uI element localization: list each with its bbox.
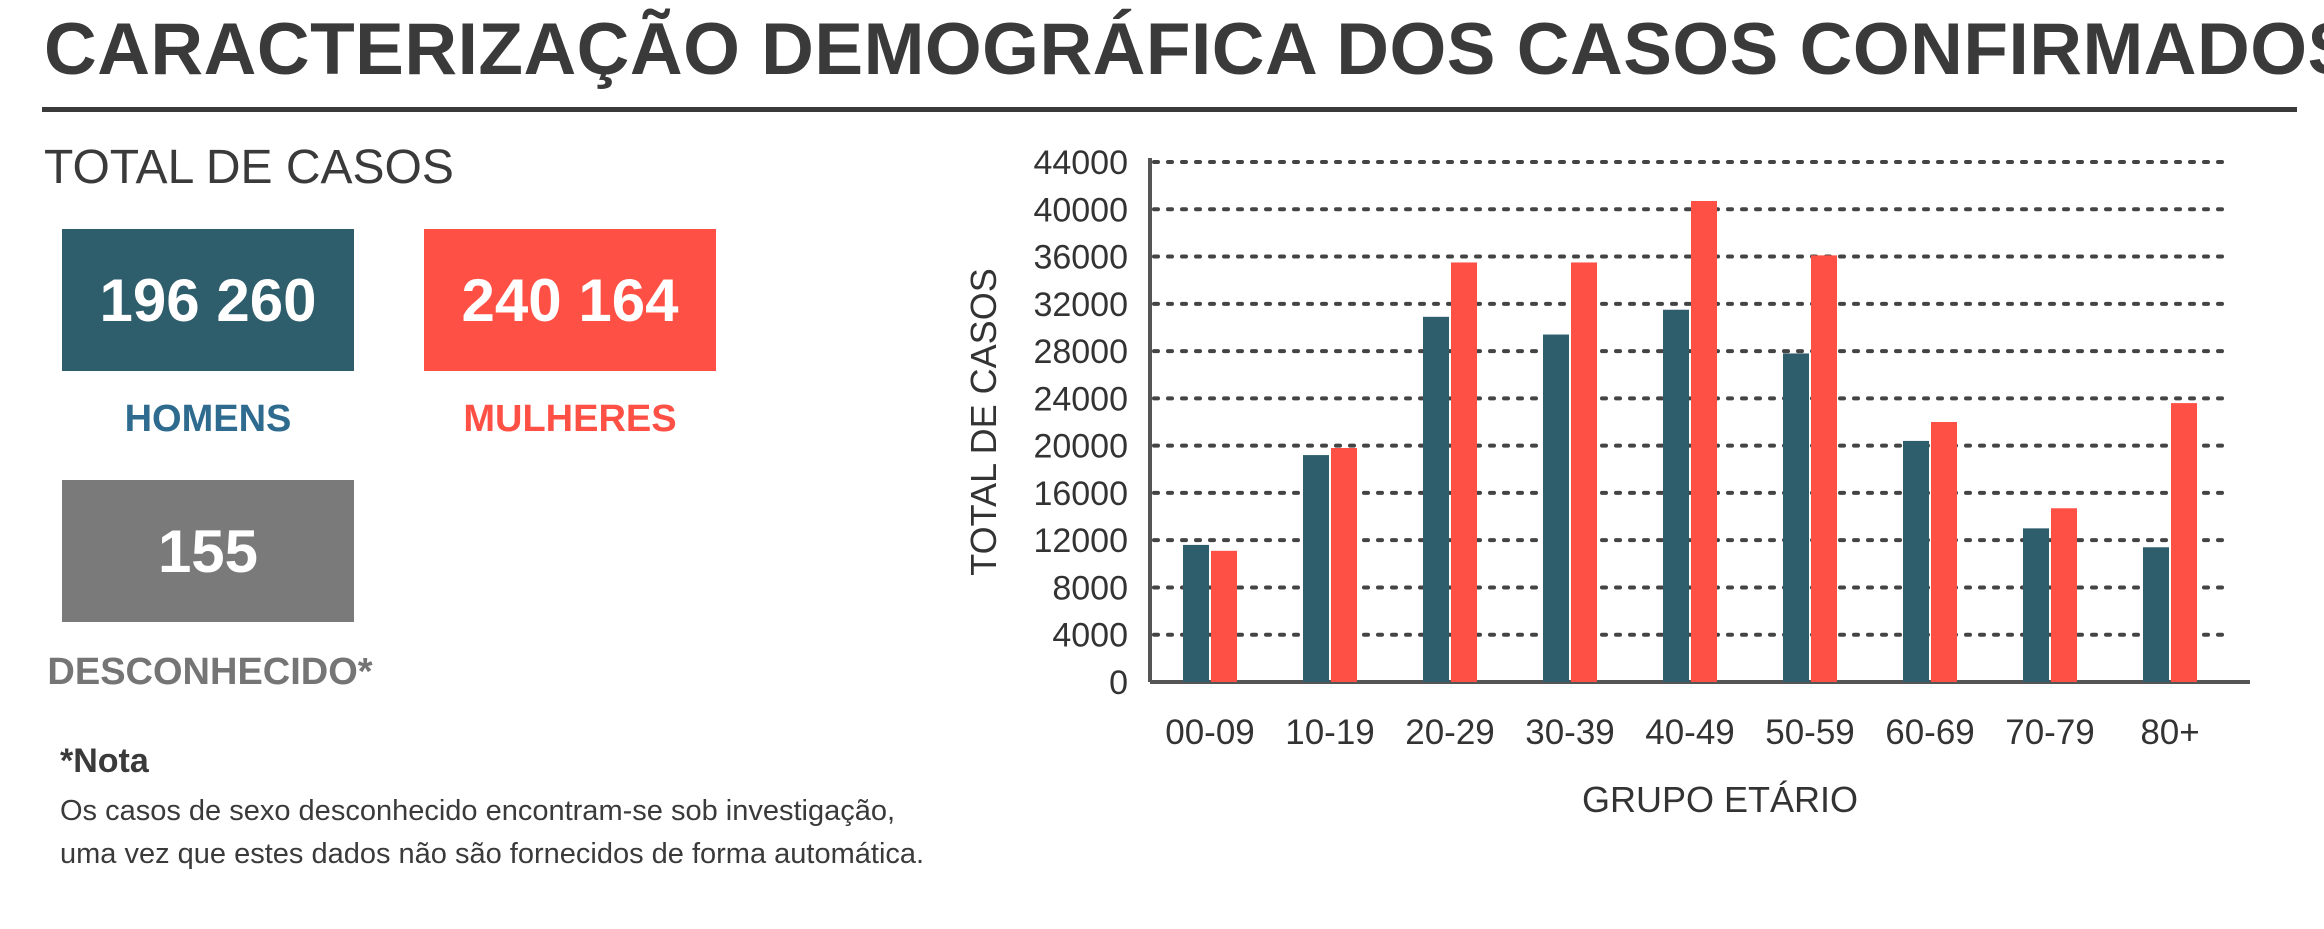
x-tick-label: 70-79 [2005, 713, 2095, 752]
men-label: HOMENS [124, 398, 292, 440]
bar [1663, 309, 1689, 682]
y-tick-label: 8000 [1052, 569, 1128, 607]
bar [1783, 353, 1809, 682]
y-tick-label: 24000 [1033, 380, 1128, 418]
note-line: uma vez que estes dados não são fornecid… [60, 838, 925, 870]
bar [1303, 455, 1329, 682]
bar-chart: 0 4000 8000 12000 16000 20000 24000 28000 32000 3… [963, 144, 2250, 820]
women-total-value: 240 164 [461, 266, 679, 334]
bar [2171, 403, 2197, 682]
bar [1811, 255, 1837, 682]
bar [1571, 262, 1597, 682]
note-title: *Nota [60, 742, 149, 780]
bar [2051, 508, 2077, 682]
men-total-value: 196 260 [99, 266, 317, 334]
bar [1423, 316, 1449, 682]
women-total-box: 240 164 [424, 229, 716, 371]
unknown-total-value: 155 [157, 517, 259, 585]
y-tick-label: 28000 [1033, 333, 1128, 371]
note-line: Os casos de sexo desconhecido encontram-… [60, 795, 896, 827]
x-tick-label: 30-39 [1525, 713, 1615, 752]
page-title: CARACTERIZAÇÃO DEMOGRÁFICA DOS CASOS CON… [44, 9, 2324, 90]
bar [1211, 550, 1237, 682]
x-tick-label: 50-59 [1765, 713, 1855, 752]
y-tick-label: 20000 [1033, 428, 1128, 466]
totals-heading: TOTAL DE CASOS [44, 141, 454, 194]
title-divider [42, 107, 2297, 112]
y-tick-label: 16000 [1033, 475, 1128, 513]
x-tick-label: 80+ [2140, 713, 2199, 752]
bar [2023, 528, 2049, 682]
y-tick-label: 0 [1109, 664, 1128, 702]
y-tick-label: 12000 [1033, 522, 1128, 560]
unknown-label: DESCONHECIDO* [47, 651, 373, 693]
bar [2143, 547, 2169, 682]
x-tick-label: 40-49 [1645, 713, 1735, 752]
x-tick-label: 60-69 [1885, 713, 1975, 752]
bar [1183, 544, 1209, 682]
y-axis-title: TOTAL DE CASOS [963, 268, 1004, 575]
bar [1931, 422, 1957, 682]
x-tick-label: 10-19 [1285, 713, 1375, 752]
x-axis-title: GRUPO ETÁRIO [1582, 779, 1858, 820]
x-tick-label: 00-09 [1165, 713, 1255, 752]
y-tick-label: 32000 [1033, 286, 1128, 324]
bar [1331, 448, 1357, 682]
bar [1903, 440, 1929, 682]
unknown-total-box: 155 [62, 480, 354, 622]
bar [1543, 334, 1569, 682]
y-tick-label: 40000 [1033, 191, 1128, 229]
y-tick-label: 44000 [1033, 144, 1128, 182]
bar [1691, 201, 1717, 682]
women-label: MULHERES [463, 398, 677, 440]
x-tick-label: 20-29 [1405, 713, 1495, 752]
y-tick-label: 36000 [1033, 239, 1128, 277]
men-total-box: 196 260 [62, 229, 354, 371]
bar [1451, 262, 1477, 682]
y-tick-label: 4000 [1052, 617, 1128, 655]
